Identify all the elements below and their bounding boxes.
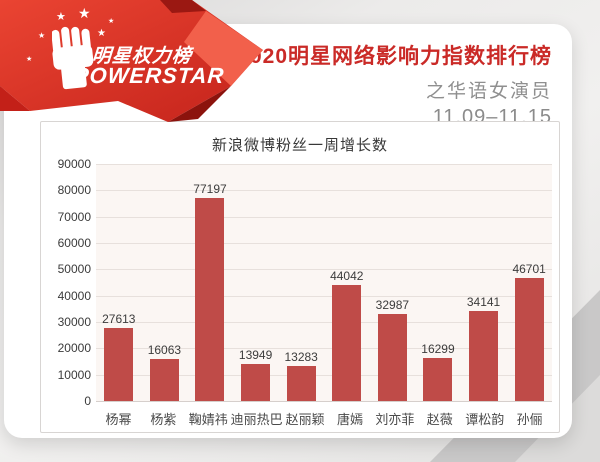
gridline xyxy=(96,216,552,218)
bar-slot: 46701 xyxy=(506,164,552,401)
bar-value-label: 27613 xyxy=(102,312,136,326)
page-subtitle: 之华语女演员 xyxy=(425,81,552,102)
y-tick-label: 60000 xyxy=(57,236,91,250)
bar xyxy=(423,358,453,401)
bar-slot: 16063 xyxy=(142,164,188,401)
bar-value-label: 13283 xyxy=(284,350,318,364)
y-tick-label: 80000 xyxy=(57,183,91,198)
x-tick-label: 赵丽颖 xyxy=(285,412,325,427)
bar xyxy=(104,328,134,401)
bars-container: 27613 16063 77197 13949 13283 44042 32987 16299… xyxy=(96,164,552,401)
gridline xyxy=(96,243,552,244)
bar xyxy=(514,278,544,401)
x-tick-label: 迪丽热巴 xyxy=(230,412,283,427)
star-icon: ★ xyxy=(26,56,33,63)
bar-value-label: 13949 xyxy=(238,348,273,362)
bar-value-label: 77197 xyxy=(193,182,227,196)
bar-slot: 27613 xyxy=(96,164,142,401)
bar-value-label: 44042 xyxy=(330,269,364,283)
x-tick-label: 鞠婧祎 xyxy=(188,412,228,427)
gridline xyxy=(96,295,552,297)
gridline xyxy=(96,348,552,350)
bar-slot: 77197 xyxy=(187,164,233,401)
y-tick-label: 90000 xyxy=(57,157,91,171)
logo: ★ ★ ★ ★ ★ ★ 明星权力榜 POWERSTAR xyxy=(0,0,300,135)
bar xyxy=(195,198,225,401)
chart-title: 新浪微博粉丝一周增长数 xyxy=(211,137,388,154)
bar-slot: 16299 xyxy=(415,164,461,401)
x-tick-label: 赵薇 xyxy=(426,412,453,427)
star-icon: ★ xyxy=(78,5,91,21)
bar-slot: 44042 xyxy=(324,164,370,401)
bar-slot: 13283 xyxy=(278,164,324,401)
gridline xyxy=(96,164,552,165)
y-tick-label: 0 xyxy=(84,394,91,408)
bar xyxy=(377,314,407,401)
plot-area: 27613 16063 77197 13949 13283 44042 32987 16299… xyxy=(96,164,552,402)
y-tick-label: 70000 xyxy=(57,209,91,224)
bar-slot: 32987 xyxy=(370,164,416,401)
y-tick-label: 40000 xyxy=(57,288,91,303)
x-tick-label: 谭松韵 xyxy=(465,412,505,427)
gridline xyxy=(96,374,552,376)
chart-panel: 新浪微博粉丝一周增长数 0 10000 20000 30000 40000 50000 60… xyxy=(40,121,560,433)
bar xyxy=(332,285,362,401)
star-icon: ★ xyxy=(97,28,106,39)
y-tick-label: 20000 xyxy=(57,341,91,356)
x-tick-label: 唐嫣 xyxy=(337,412,364,427)
x-axis-labels: 杨幂 杨紫 鞠婧祎 迪丽热巴 赵丽颖 唐嫣 刘亦菲 赵薇 谭松韵 孙俪 xyxy=(96,409,552,428)
bar-value-label: 32987 xyxy=(375,298,410,312)
bar-slot: 13949 xyxy=(233,164,279,401)
bar-value-label: 16063 xyxy=(147,343,182,357)
gridline xyxy=(96,269,552,271)
bar xyxy=(286,366,316,401)
bar-value-label: 34141 xyxy=(466,295,501,309)
y-tick-label: 30000 xyxy=(57,315,91,329)
star-icon: ★ xyxy=(56,11,66,23)
star-icon: ★ xyxy=(38,31,46,40)
bar-value-label: 16299 xyxy=(421,342,455,356)
x-tick-label: 孙俪 xyxy=(516,412,543,427)
bar-slot: 34141 xyxy=(461,164,507,401)
bar-value-label: 46701 xyxy=(512,262,546,276)
fist-icon xyxy=(52,26,94,90)
bar xyxy=(469,311,499,401)
content-card: 2020明星网络影响力指数排行榜 之华语女演员 11.09–11.15 新浪微博… xyxy=(4,24,572,438)
x-tick-label: 刘亦菲 xyxy=(375,412,415,427)
bar xyxy=(149,359,179,401)
gridline xyxy=(96,190,552,192)
star-icon: ★ xyxy=(108,18,115,25)
bar xyxy=(241,364,271,401)
y-tick-label: 50000 xyxy=(57,262,91,277)
x-tick-label: 杨紫 xyxy=(150,412,177,427)
page-title: 2020明星网络影响力指数排行榜 xyxy=(237,45,552,68)
brand-name-en: POWERSTAR xyxy=(73,63,226,88)
x-tick-label: 杨幂 xyxy=(105,412,132,427)
gridline xyxy=(96,322,552,323)
y-tick-label: 10000 xyxy=(57,367,91,382)
